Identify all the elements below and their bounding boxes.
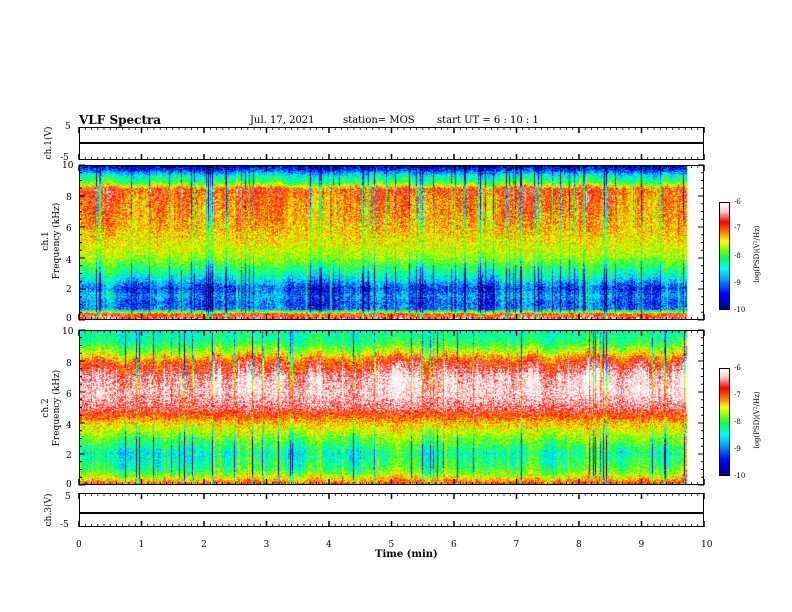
figure-title: VLF Spectra bbox=[79, 113, 162, 127]
ch1-frequency-label: Frequency (kHz) bbox=[52, 202, 62, 280]
start-time-label: start UT = 6 : 10 : 1 bbox=[437, 115, 539, 126]
ch1-freq-tick-6: 6 bbox=[66, 224, 72, 234]
ch2-freq-tick-10: 10 bbox=[62, 327, 74, 337]
panel-ch2-spectrogram bbox=[79, 330, 704, 485]
ch1-freq-tick-4: 4 bbox=[66, 256, 72, 266]
ch2-frequency-label: Frequency (kHz) bbox=[52, 369, 62, 447]
ch2-channel-label: ch.2 bbox=[41, 398, 51, 418]
x-tick-label-1: 1 bbox=[138, 540, 145, 550]
ch2-cbar-tick-m8: -8 bbox=[734, 418, 741, 426]
ch1-ytick-top: 5 bbox=[65, 122, 71, 132]
ch1-freq-tick-2: 2 bbox=[66, 285, 72, 295]
ch1-colorbar bbox=[719, 202, 730, 310]
ch1-freq-tick-8: 8 bbox=[66, 193, 72, 203]
ch1-cbar-tick-m7: -7 bbox=[734, 224, 741, 232]
x-tick-label-10: 10 bbox=[701, 540, 713, 550]
ch2-spectrogram-image bbox=[80, 331, 693, 484]
ch1-cbar-tick-m8: -8 bbox=[734, 252, 741, 260]
ch2-freq-tick-4: 4 bbox=[66, 421, 72, 431]
ch1-cbar-tick-m6: -6 bbox=[734, 198, 741, 206]
ch2-colorbar bbox=[719, 368, 730, 476]
x-tick-label-3: 3 bbox=[263, 540, 270, 550]
ch1-spectrogram-image bbox=[80, 166, 693, 319]
panel-ch3-waveform bbox=[79, 493, 704, 527]
x-tick-label-6: 6 bbox=[451, 540, 457, 550]
ch2-cbar-tick-m9: -9 bbox=[734, 445, 741, 453]
x-tick-label-9: 9 bbox=[638, 540, 645, 550]
ch2-cbar-tick-m6: -6 bbox=[734, 364, 741, 372]
x-axis-label: Time (min) bbox=[375, 549, 438, 560]
x-tick-label-0: 0 bbox=[76, 540, 82, 550]
ch3-zero-line bbox=[80, 512, 703, 514]
ch1-channel-label: ch.1 bbox=[41, 231, 51, 251]
panel-ch1-waveform bbox=[79, 127, 704, 160]
ch1-waveform-ylabel: ch.1(V) bbox=[44, 126, 54, 160]
ch1-ytick-bottom: -5 bbox=[60, 153, 69, 163]
ch3-ytick-bottom: -5 bbox=[60, 520, 69, 530]
ch2-freq-tick-6: 6 bbox=[66, 390, 72, 400]
x-tick-label-7: 7 bbox=[513, 540, 520, 550]
ch3-waveform-ylabel: ch.3(V) bbox=[44, 493, 54, 527]
x-tick-label-2: 2 bbox=[201, 540, 207, 550]
ch2-freq-tick-8: 8 bbox=[66, 359, 72, 369]
ch1-freq-tick-10: 10 bbox=[62, 161, 74, 171]
station-label: station= MOS bbox=[343, 115, 415, 126]
ch2-freq-tick-2: 2 bbox=[66, 451, 72, 461]
panel-ch1-spectrogram bbox=[79, 165, 704, 320]
ch1-freq-tick-0: 0 bbox=[66, 314, 72, 324]
x-tick-label-5: 5 bbox=[388, 540, 395, 550]
ch1-cbar-tick-m10: -10 bbox=[734, 306, 746, 314]
ch1-cbar-tick-m9: -9 bbox=[734, 279, 741, 287]
ch2-cbar-label: log(PSD)(V²/Hz) bbox=[753, 391, 761, 449]
ch1-zero-line bbox=[80, 142, 703, 144]
x-tick-label-8: 8 bbox=[576, 540, 582, 550]
ch2-cbar-tick-m7: -7 bbox=[734, 391, 741, 399]
date-label: Jul. 17, 2021 bbox=[250, 115, 315, 126]
ch2-freq-tick-0: 0 bbox=[66, 480, 72, 490]
ch3-ytick-top: 5 bbox=[65, 492, 71, 502]
ch1-cbar-label: log(PSD)(V²/Hz) bbox=[753, 225, 761, 283]
ch2-cbar-tick-m10: -10 bbox=[734, 472, 746, 480]
x-tick-label-4: 4 bbox=[326, 540, 332, 550]
